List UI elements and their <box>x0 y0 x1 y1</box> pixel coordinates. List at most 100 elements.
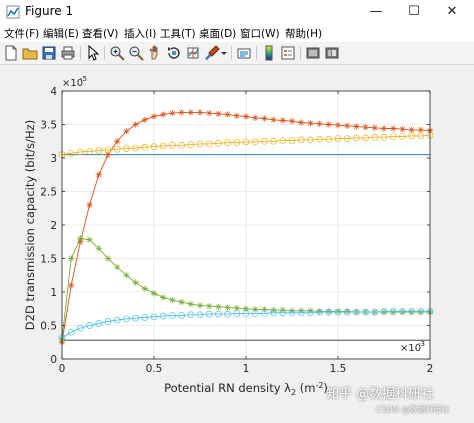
brush-dropdown-icon[interactable] <box>220 45 228 61</box>
zoom-out-icon[interactable] <box>128 45 144 61</box>
data-point <box>390 125 397 132</box>
data-point <box>233 304 240 312</box>
x-tick-label: 0 <box>59 363 66 375</box>
data-point <box>187 311 195 319</box>
data-point <box>298 119 305 126</box>
menu-insert[interactable]: 插入(I) <box>124 28 157 40</box>
data-point <box>132 121 139 128</box>
menu-help[interactable]: 帮助(H) <box>285 28 323 40</box>
data-point <box>399 308 406 315</box>
data-point <box>141 314 149 321</box>
data-point <box>270 116 277 124</box>
brush-icon[interactable] <box>204 45 220 61</box>
data-point <box>353 134 360 142</box>
maximize-button[interactable]: ☐ <box>408 4 420 19</box>
data-point <box>95 147 103 154</box>
data-point <box>178 312 185 319</box>
data-point <box>77 235 84 242</box>
data-point <box>279 137 287 144</box>
minimize-button[interactable]: — <box>369 4 383 19</box>
data-point <box>371 308 379 316</box>
menu-tools[interactable]: 工具(T) <box>160 28 196 40</box>
data-point <box>160 294 167 301</box>
data-point <box>408 126 415 134</box>
toolbar-separator <box>80 46 81 60</box>
data-point <box>169 109 176 117</box>
data-point <box>224 139 231 146</box>
data-point <box>417 308 425 315</box>
hide-plot-tools-icon[interactable] <box>305 45 321 61</box>
data-point <box>343 308 351 316</box>
data-point <box>408 308 415 315</box>
data-point <box>316 308 323 315</box>
menu-view[interactable]: 查看(V) <box>82 28 119 40</box>
window-title: Figure 1 <box>25 4 74 18</box>
pan-icon[interactable] <box>147 45 163 61</box>
data-point <box>399 125 406 133</box>
data-point <box>343 135 351 142</box>
data-point <box>279 117 286 124</box>
data-point <box>371 133 379 141</box>
data-point <box>215 139 222 147</box>
data-point <box>325 135 333 143</box>
data-point <box>325 121 332 128</box>
link-plot-icon[interactable] <box>236 45 252 61</box>
rotate-3d-icon[interactable] <box>166 45 182 61</box>
menu-edit[interactable]: 编辑(E) <box>43 28 79 40</box>
tick-layer: 0 0.5 1 1.5 2 0 0.5 1 1.5 2 2.5 3 3.5 4 <box>40 86 433 375</box>
data-point <box>408 308 415 316</box>
data-point <box>150 143 158 150</box>
data-point <box>252 114 259 121</box>
new-figure-icon[interactable] <box>3 45 19 61</box>
pointer-icon[interactable] <box>85 45 101 61</box>
data-point <box>224 304 231 311</box>
legend-icon[interactable] <box>280 45 296 61</box>
y-tick-label: 1 <box>50 287 57 299</box>
menu-file[interactable]: 文件(F) <box>4 28 40 40</box>
data-point <box>206 302 213 310</box>
x-axis-label-subscript: 2 <box>291 388 296 397</box>
data-point <box>261 137 268 145</box>
menu-window[interactable]: 窗口(W) <box>240 28 280 40</box>
data-point <box>196 140 204 148</box>
data-point <box>399 133 406 140</box>
data-cursor-icon[interactable] <box>185 45 201 61</box>
save-icon[interactable] <box>41 45 57 61</box>
data-point <box>389 308 397 315</box>
data-point <box>206 109 213 117</box>
data-point <box>288 309 296 317</box>
x-axis-label-unit: (m <box>296 381 315 395</box>
series-5 <box>58 308 434 341</box>
close-button[interactable]: ✕ <box>446 4 458 19</box>
show-plot-tools-icon[interactable] <box>324 45 340 61</box>
data-point <box>86 236 93 243</box>
y-tick-label: 3.5 <box>40 120 57 132</box>
colorbar-icon[interactable] <box>261 45 277 61</box>
data-point <box>233 112 240 119</box>
data-point <box>196 302 204 309</box>
data-point <box>159 312 167 320</box>
data-point <box>316 135 323 143</box>
data-point <box>150 290 158 297</box>
data-point <box>169 141 176 149</box>
y-tick-label: 0 <box>50 354 57 366</box>
data-point <box>353 308 360 316</box>
x-tick-label: 0.5 <box>146 363 163 375</box>
data-point <box>325 308 332 315</box>
figure-toolbar <box>0 42 474 65</box>
print-icon[interactable] <box>60 45 76 61</box>
data-point <box>251 138 259 146</box>
zoom-in-icon[interactable] <box>109 45 125 61</box>
data-point <box>141 143 149 151</box>
data-point <box>316 120 323 128</box>
data-point <box>307 307 314 314</box>
menu-desktop[interactable]: 桌面(D) <box>199 28 237 40</box>
x-axis-label-close: ) <box>323 381 328 395</box>
data-point <box>389 133 397 140</box>
data-point <box>113 145 121 153</box>
open-file-icon[interactable] <box>22 45 38 61</box>
data-point <box>123 315 130 323</box>
data-point <box>67 328 75 336</box>
y-tick-label: 3 <box>50 153 57 165</box>
data-point <box>224 111 231 118</box>
